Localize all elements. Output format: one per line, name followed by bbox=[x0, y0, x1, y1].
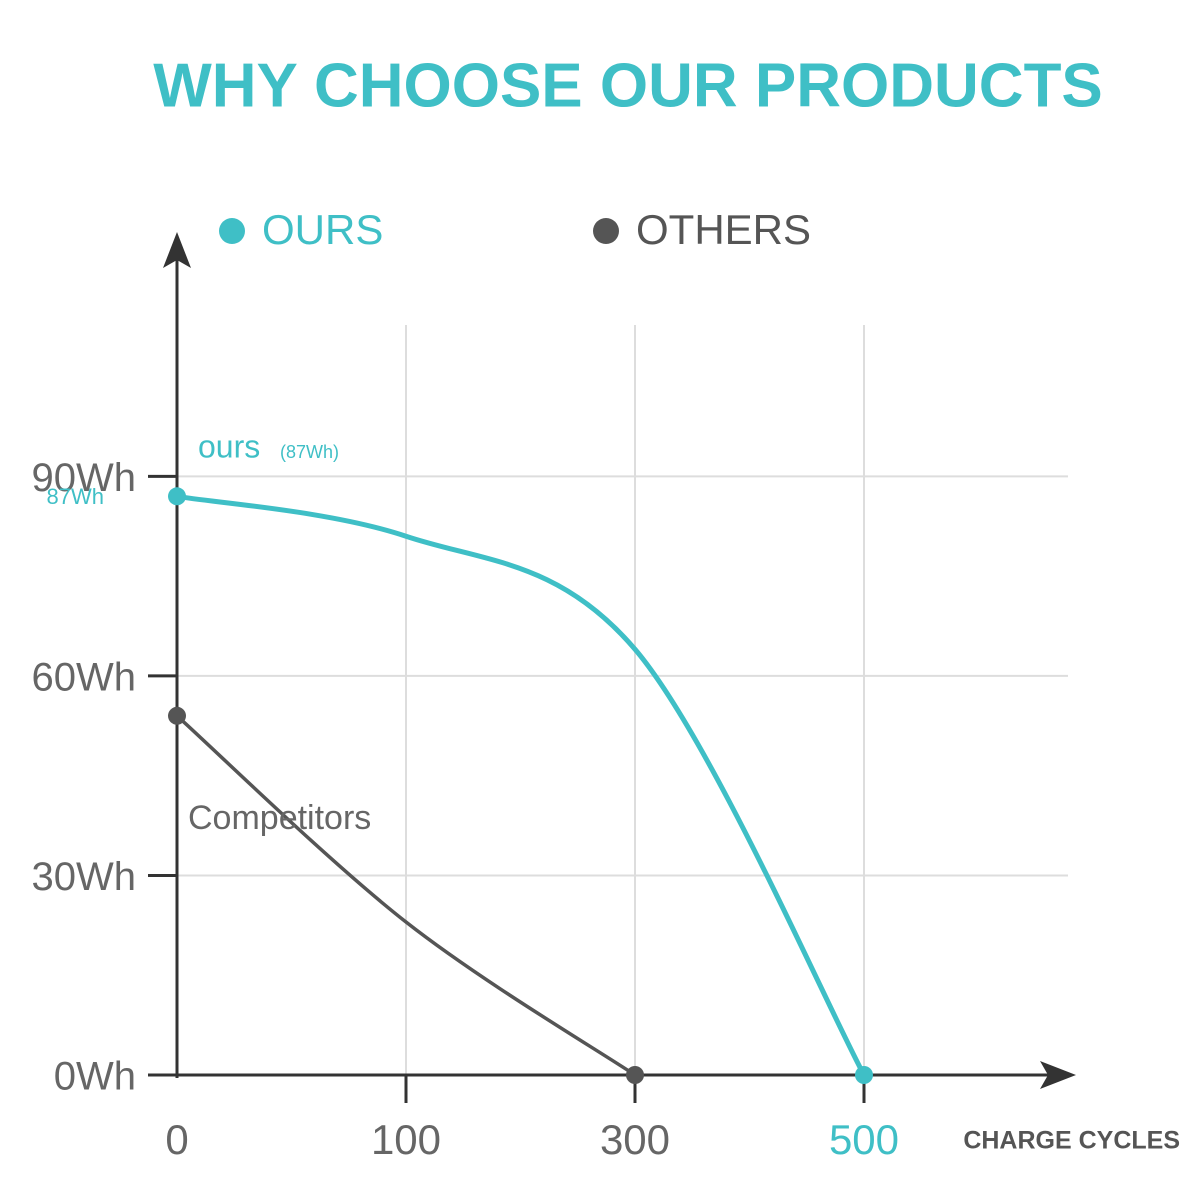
legend-marker bbox=[219, 218, 245, 244]
chart-title: WHY CHOOSE OUR PRODUCTS bbox=[153, 51, 1103, 120]
point bbox=[626, 1066, 644, 1084]
annotation: Competitors bbox=[188, 799, 371, 837]
legend-marker bbox=[593, 218, 619, 244]
point bbox=[855, 1066, 873, 1084]
y-tick-label: 60Wh bbox=[32, 655, 137, 699]
x-tick-label: 500 bbox=[829, 1116, 899, 1163]
y-tick-label: 90Wh bbox=[32, 456, 137, 500]
x-tick-label: 0 bbox=[165, 1116, 188, 1163]
series-line bbox=[175, 714, 636, 1077]
y-tick-label: 0Wh bbox=[54, 1055, 136, 1099]
y-annotation-label: 87Wh bbox=[47, 484, 104, 509]
series-line bbox=[176, 493, 867, 1077]
legend-label: OURS bbox=[262, 206, 383, 253]
annotation-note: (87Wh) bbox=[280, 442, 339, 462]
x-tick-label: 300 bbox=[600, 1116, 670, 1163]
x-axis-arrow bbox=[1040, 1061, 1076, 1089]
grid bbox=[148, 325, 1068, 1103]
y-tick-label: 30Wh bbox=[32, 855, 137, 899]
point bbox=[168, 487, 186, 506]
x-tick-label: 100 bbox=[371, 1116, 441, 1163]
plot bbox=[168, 487, 873, 1084]
annotation: ours bbox=[198, 428, 260, 464]
legend-label: OTHERS bbox=[636, 206, 811, 253]
y-axis-arrow bbox=[163, 232, 191, 268]
x-axis-label: CHARGE CYCLES bbox=[963, 1127, 1180, 1155]
axes bbox=[148, 232, 1076, 1089]
point bbox=[168, 706, 186, 725]
